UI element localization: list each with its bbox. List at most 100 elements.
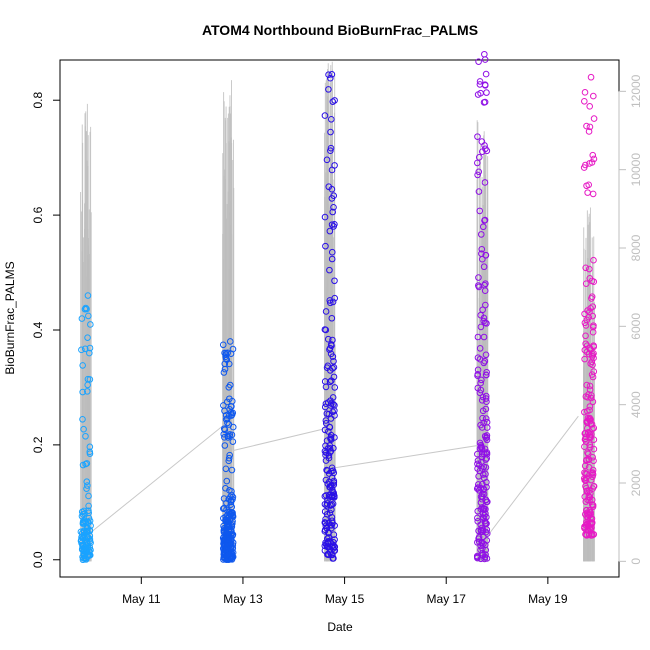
data-point <box>80 552 88 559</box>
data-point <box>330 373 338 381</box>
data-point <box>590 155 598 163</box>
y-tick-label: 0.8 <box>31 92 45 109</box>
data-point <box>322 541 330 548</box>
data-point <box>221 442 229 449</box>
data-point <box>83 478 91 486</box>
data-point <box>481 517 489 525</box>
data-point <box>325 454 333 462</box>
data-point <box>329 353 337 360</box>
data-point <box>478 396 486 404</box>
data-point <box>226 431 234 438</box>
data-point <box>87 546 94 554</box>
data-point <box>474 518 482 525</box>
data-point <box>478 250 485 257</box>
data-point <box>321 213 329 221</box>
data-point <box>331 294 339 302</box>
y2-tick-label: 4000 <box>629 391 643 418</box>
data-point <box>481 81 489 89</box>
data-point <box>480 359 488 367</box>
data-point <box>78 315 86 322</box>
data-point <box>483 89 490 96</box>
data-point <box>85 502 92 510</box>
data-point <box>329 555 337 562</box>
data-point <box>223 529 231 537</box>
data-point <box>327 144 335 152</box>
data-point <box>585 430 592 437</box>
data-point <box>587 514 594 522</box>
data-point <box>82 545 90 553</box>
data-point <box>80 519 87 526</box>
data-point <box>589 398 597 406</box>
data-point <box>478 495 486 503</box>
y2-tick-label: 12000 <box>629 74 643 108</box>
data-point <box>79 556 87 564</box>
data-point <box>228 530 236 537</box>
data-point <box>474 159 481 167</box>
data-point <box>322 492 330 499</box>
data-point <box>483 537 491 544</box>
data-point <box>326 266 333 274</box>
data-point <box>331 543 339 551</box>
data-point <box>325 86 332 93</box>
data-point <box>80 425 87 433</box>
data-point <box>328 314 336 322</box>
plot-frame <box>59 59 620 578</box>
data-point <box>480 474 488 482</box>
data-point <box>220 369 228 376</box>
data-point <box>329 493 336 500</box>
data-point <box>476 78 484 85</box>
data-point <box>330 481 338 489</box>
data-point <box>479 223 487 231</box>
data-point <box>582 393 590 400</box>
data-point <box>474 133 481 140</box>
data-point <box>79 415 86 423</box>
data-point <box>321 526 329 534</box>
data-point <box>588 159 596 166</box>
data-point <box>86 443 94 451</box>
data-point <box>482 496 490 504</box>
data-point <box>590 354 597 362</box>
data-point <box>482 280 489 288</box>
data-point <box>588 524 595 531</box>
data-point <box>582 340 589 348</box>
data-point <box>478 443 485 450</box>
data-point <box>327 436 335 443</box>
data-point <box>588 295 595 302</box>
data-point <box>331 162 338 169</box>
data-point <box>474 457 482 464</box>
data-point <box>329 488 336 495</box>
data-point <box>585 181 593 189</box>
data-point <box>480 99 488 106</box>
data-point <box>477 323 485 331</box>
data-point <box>586 508 593 516</box>
data-point <box>321 493 329 500</box>
data-point <box>329 298 337 306</box>
data-point <box>482 395 490 402</box>
data-point <box>589 361 596 369</box>
data-point <box>322 420 330 427</box>
data-point <box>328 255 336 263</box>
data-point <box>585 128 593 135</box>
data-point <box>480 333 488 341</box>
data-point <box>475 58 482 65</box>
y-tick-label: 0.4 <box>31 321 45 338</box>
data-point <box>484 498 491 506</box>
data-point <box>326 448 334 456</box>
data-point <box>223 477 231 485</box>
data-point <box>479 533 487 540</box>
data-point <box>327 341 335 348</box>
data-point <box>587 73 595 81</box>
data-point <box>331 277 338 285</box>
data-point <box>586 443 594 451</box>
data-point <box>481 287 489 294</box>
data-point <box>584 189 591 196</box>
data-point <box>227 493 234 501</box>
data-point <box>330 203 337 211</box>
data-point <box>220 537 228 545</box>
data-point <box>327 128 334 136</box>
data-point <box>324 467 331 475</box>
data-point <box>479 393 487 401</box>
data-point <box>83 485 90 492</box>
data-point <box>584 450 592 458</box>
data-point <box>224 539 232 546</box>
